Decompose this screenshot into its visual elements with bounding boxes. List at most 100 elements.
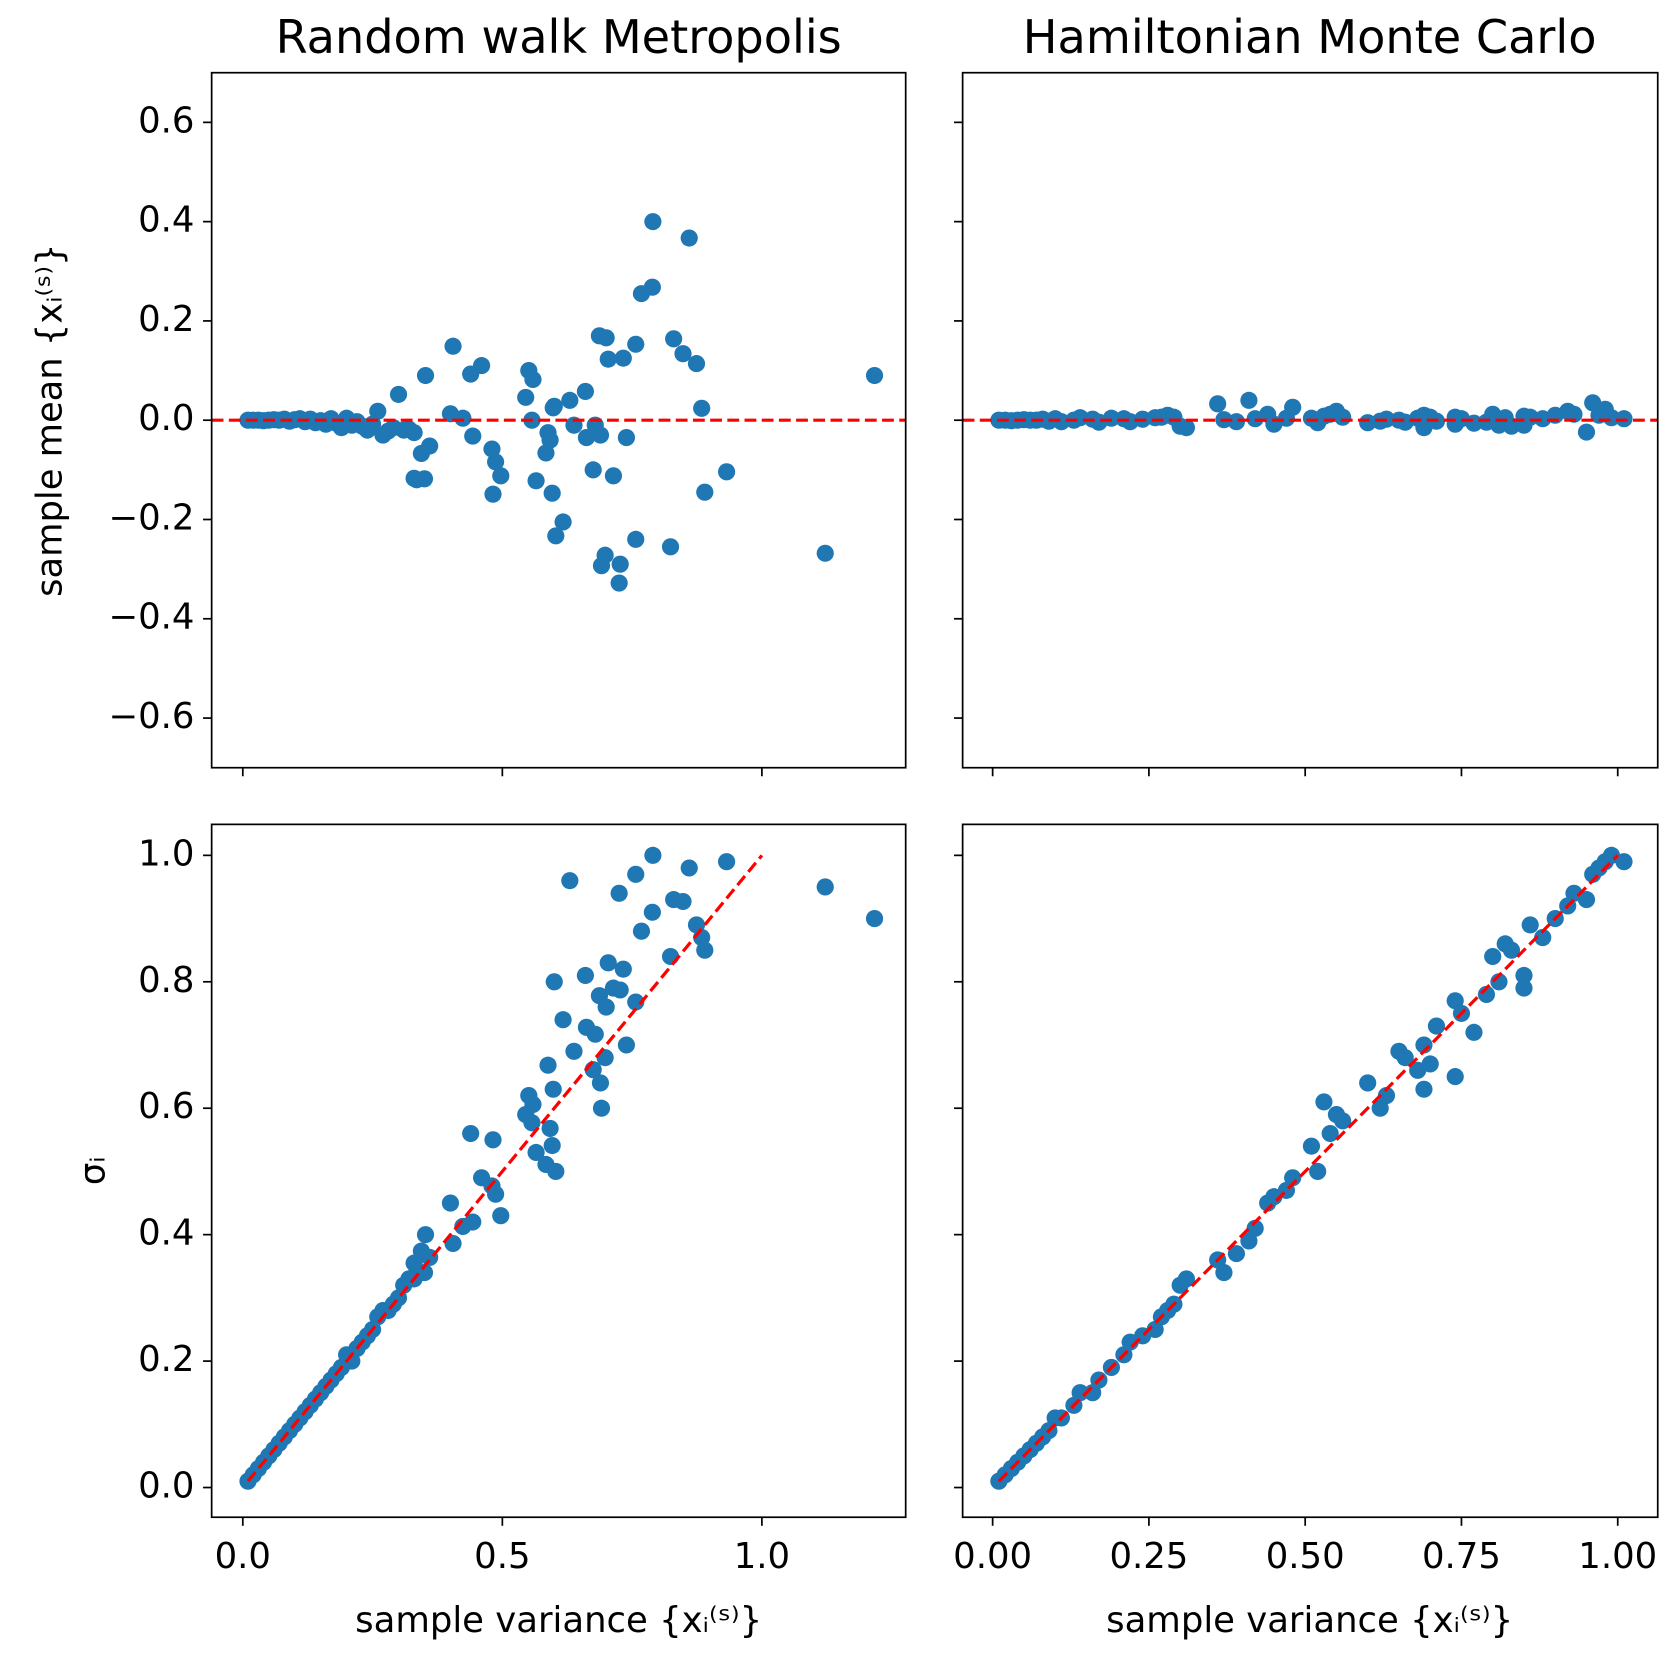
point xyxy=(487,1185,505,1203)
y-tick-label: 1.0 xyxy=(138,833,194,874)
point xyxy=(543,1136,561,1155)
point xyxy=(592,1099,611,1117)
point xyxy=(1071,409,1089,427)
x-tick-label: 0.0 xyxy=(215,1536,271,1577)
x-tick-label: 0.25 xyxy=(1109,1536,1188,1577)
point xyxy=(527,1143,545,1162)
y-tick-label: 0.6 xyxy=(138,100,194,141)
x-tick-label: 0.50 xyxy=(1266,1536,1345,1577)
point xyxy=(1371,1099,1389,1117)
point xyxy=(462,1124,480,1143)
point xyxy=(816,878,834,896)
point xyxy=(644,846,662,864)
point xyxy=(610,884,628,902)
point xyxy=(1215,1264,1233,1282)
point xyxy=(1477,985,1496,1003)
plot-frame xyxy=(210,823,907,1519)
point xyxy=(599,954,617,972)
point xyxy=(674,892,692,911)
point xyxy=(444,337,462,355)
point xyxy=(584,461,602,479)
point xyxy=(617,1036,636,1054)
point xyxy=(543,484,561,502)
point xyxy=(644,213,662,231)
point xyxy=(523,1114,541,1132)
point xyxy=(1465,1023,1483,1041)
point xyxy=(565,1042,583,1060)
point xyxy=(586,1025,604,1043)
point xyxy=(1577,423,1596,441)
point xyxy=(1227,1245,1246,1263)
point xyxy=(643,903,661,921)
point xyxy=(1415,1080,1433,1098)
point xyxy=(614,349,632,367)
point xyxy=(1284,398,1302,416)
y-tick-label: 0.2 xyxy=(138,299,194,340)
point xyxy=(627,993,645,1011)
point xyxy=(1177,419,1196,437)
x-tick-label: 1.0 xyxy=(734,1536,790,1577)
point xyxy=(1084,1384,1102,1402)
reference-line xyxy=(997,854,1619,1483)
point xyxy=(524,370,542,389)
point xyxy=(680,859,698,877)
point xyxy=(454,409,472,427)
point xyxy=(454,1217,472,1235)
point xyxy=(1565,405,1583,423)
y-tick-label: 0.0 xyxy=(138,1466,194,1507)
point xyxy=(661,538,680,556)
point xyxy=(405,424,423,442)
point xyxy=(1209,395,1227,413)
point xyxy=(1515,979,1533,997)
point xyxy=(416,366,435,385)
chart-title: Random walk Metropolis xyxy=(276,10,842,64)
point xyxy=(696,483,714,501)
point xyxy=(537,444,555,462)
point xyxy=(610,574,628,592)
point xyxy=(687,355,706,373)
point xyxy=(421,437,439,455)
point xyxy=(576,382,594,400)
point xyxy=(554,1011,572,1029)
point xyxy=(627,335,645,353)
x-tick-label: 0.75 xyxy=(1422,1536,1501,1577)
point xyxy=(865,910,884,928)
point xyxy=(517,388,535,406)
x-axis-label: sample variance {xᵢ⁽ˢ⁾} xyxy=(355,1600,762,1641)
point xyxy=(1521,916,1539,934)
chart-title: Hamiltonian Monte Carlo xyxy=(1023,10,1597,64)
point xyxy=(1502,941,1521,959)
point xyxy=(527,472,545,490)
point xyxy=(1427,1017,1446,1035)
point xyxy=(576,966,594,985)
y-tick-label: −0.4 xyxy=(108,597,194,638)
point xyxy=(1334,1112,1352,1130)
reference-line xyxy=(246,854,764,1483)
point xyxy=(591,426,610,444)
y-tick-label: −0.2 xyxy=(108,498,194,539)
point xyxy=(1102,409,1120,427)
point xyxy=(472,357,491,375)
point xyxy=(614,960,632,978)
point xyxy=(484,485,502,503)
point xyxy=(405,469,423,487)
point xyxy=(1315,1093,1333,1111)
y-tick-label: 0.0 xyxy=(138,398,194,439)
point xyxy=(369,402,387,420)
point xyxy=(592,557,611,575)
point xyxy=(1615,853,1633,871)
point xyxy=(1321,1124,1339,1143)
y-tick-label: 0.4 xyxy=(138,200,194,241)
point xyxy=(1052,413,1070,431)
point xyxy=(547,1162,565,1180)
point xyxy=(693,399,711,417)
point xyxy=(665,330,683,348)
point xyxy=(865,366,884,385)
point xyxy=(405,1254,423,1272)
point xyxy=(1146,1320,1164,1339)
point xyxy=(1515,966,1533,985)
point xyxy=(541,1119,559,1138)
point xyxy=(544,1080,562,1098)
y-tick-label: 0.4 xyxy=(138,1213,194,1254)
